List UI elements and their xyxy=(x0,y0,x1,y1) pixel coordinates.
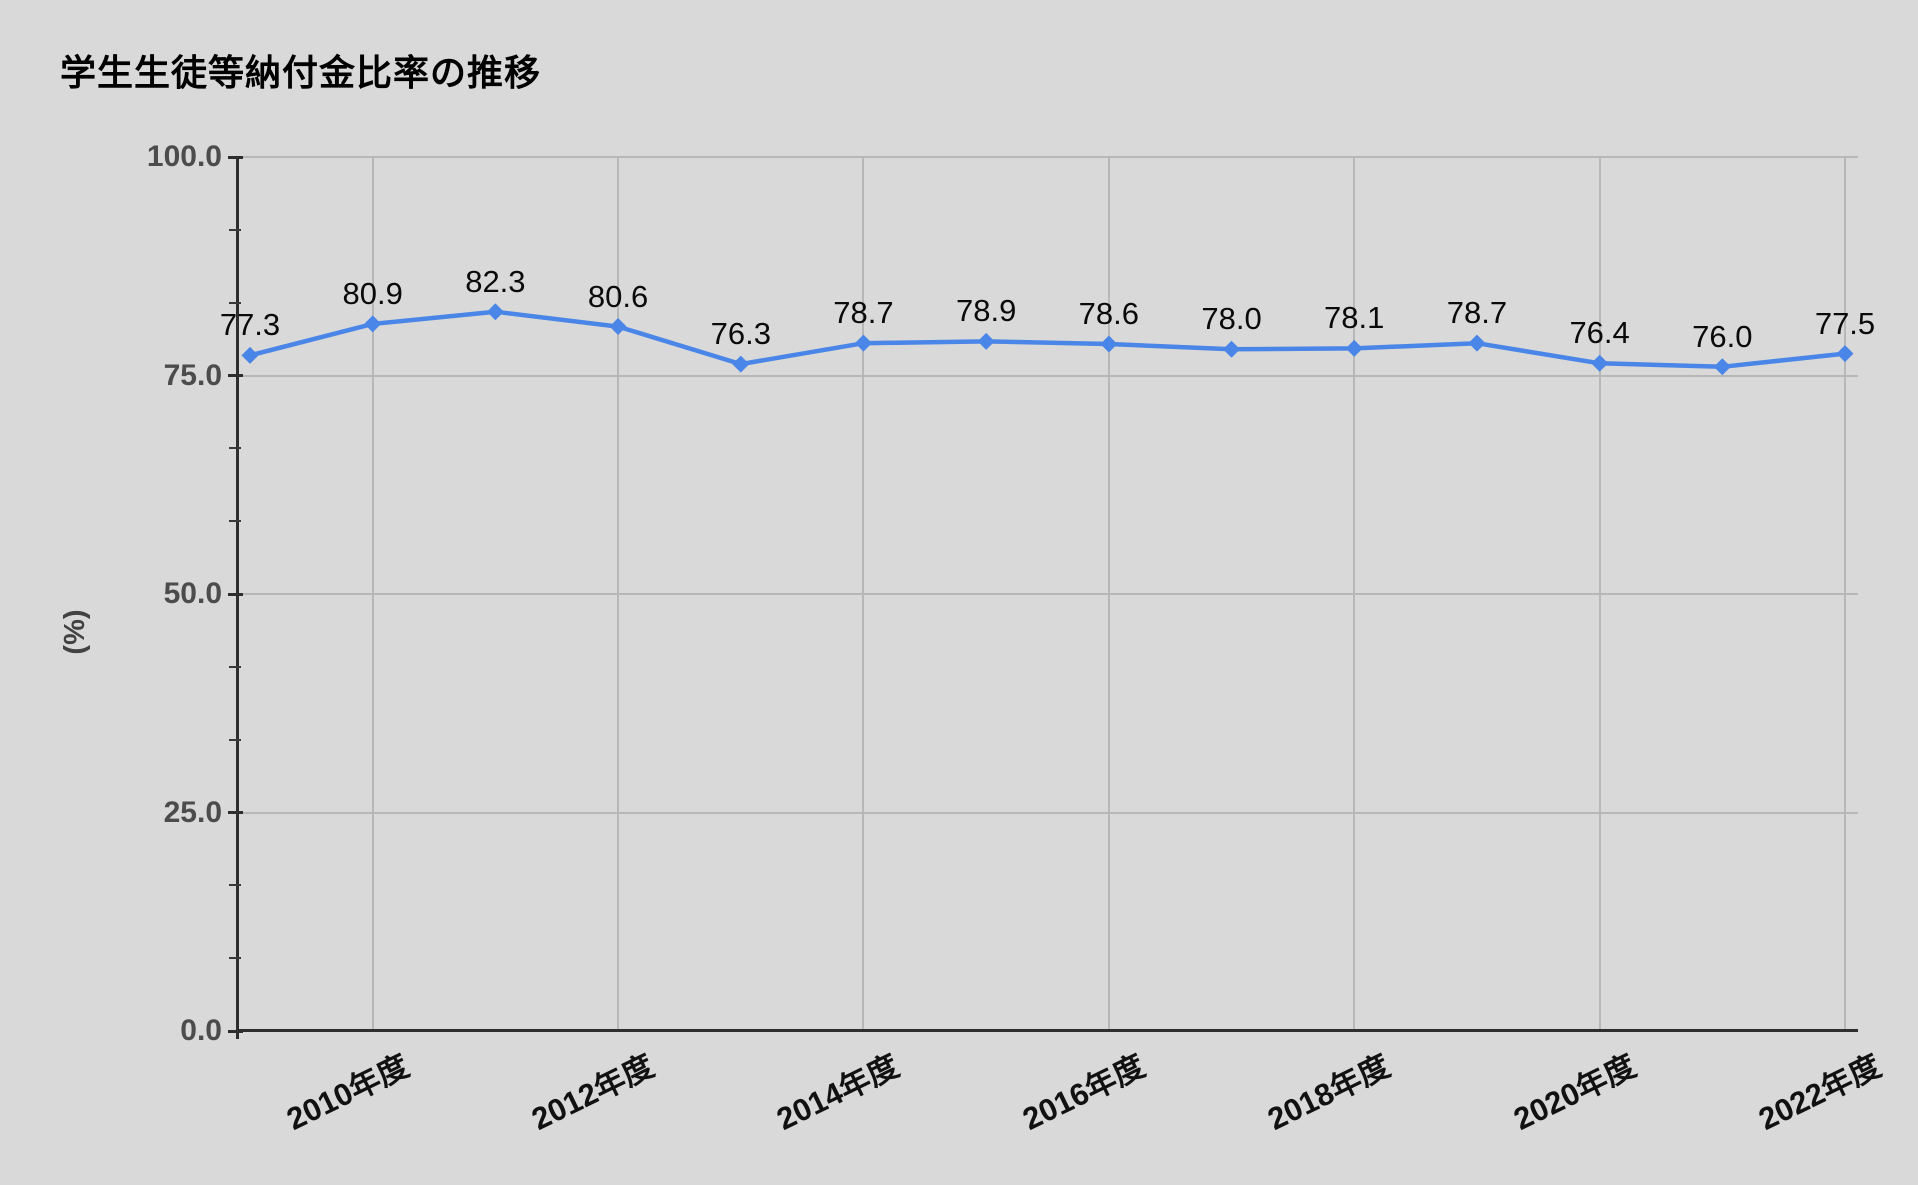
y-minor-tick xyxy=(229,301,241,304)
y-tick-25 xyxy=(228,811,243,814)
data-label-8: 78.0 xyxy=(1201,301,1262,337)
y-tick-0 xyxy=(228,1029,243,1033)
data-label-10: 78.7 xyxy=(1446,295,1508,331)
y-minor-tick xyxy=(229,447,241,450)
data-label-1: 80.9 xyxy=(342,275,403,311)
y-tick-75 xyxy=(228,374,243,377)
data-point-marker-10 xyxy=(1468,334,1486,352)
y-minor-tick xyxy=(229,520,241,523)
gridline-x-2010年度 xyxy=(371,157,374,1031)
data-point-marker-0 xyxy=(241,346,259,364)
y-minor-tick xyxy=(229,957,241,960)
data-label-6: 78.9 xyxy=(955,293,1017,329)
gridline-y-50 xyxy=(237,593,1858,595)
data-point-marker-7 xyxy=(1100,335,1118,353)
gridline-x-2014年度 xyxy=(862,157,865,1031)
y-tick-label-0: 0.0 xyxy=(180,1014,222,1047)
gridline-x-2022年度 xyxy=(1844,157,1846,1031)
y-tick-label-25: 25.0 xyxy=(163,795,222,829)
data-point-marker-2 xyxy=(486,303,504,321)
data-label-9: 78.1 xyxy=(1324,300,1385,336)
y-minor-tick xyxy=(229,738,241,741)
data-label-5: 78.7 xyxy=(833,295,894,331)
y-minor-tick xyxy=(229,228,241,231)
y-minor-tick xyxy=(229,665,241,668)
chart-title: 学生生徒等納付金比率の推移 xyxy=(60,52,542,93)
gridline-y-25 xyxy=(237,811,1858,814)
data-point-marker-6 xyxy=(977,332,995,350)
y-tick-50 xyxy=(228,592,243,596)
data-point-marker-5 xyxy=(854,334,872,352)
data-point-marker-1 xyxy=(364,315,382,333)
y-tick-label-50: 50.0 xyxy=(163,577,222,610)
data-point-marker-11 xyxy=(1591,354,1609,372)
data-label-2: 82.3 xyxy=(465,263,526,299)
gridline-x-2016年度 xyxy=(1107,157,1110,1031)
data-point-marker-4 xyxy=(732,355,750,373)
y-tick-label-100: 100.0 xyxy=(146,140,222,173)
data-label-11: 76.4 xyxy=(1569,315,1630,351)
gridline-y-75 xyxy=(237,374,1858,377)
gridline-x-2020年度 xyxy=(1598,157,1601,1031)
y-tick-label-75: 75.0 xyxy=(163,358,222,392)
data-label-0: 77.3 xyxy=(219,307,281,343)
y-axis-line xyxy=(236,157,239,1039)
data-label-7: 78.6 xyxy=(1078,296,1140,332)
gridline-x-2018年度 xyxy=(1353,157,1356,1031)
series-polyline xyxy=(247,309,1848,370)
data-point-marker-12 xyxy=(1713,358,1731,376)
y-tick-100 xyxy=(228,155,243,159)
data-point-marker-8 xyxy=(1223,340,1241,358)
data-label-4: 76.3 xyxy=(710,316,771,352)
y-minor-tick xyxy=(229,884,241,887)
data-point-marker-9 xyxy=(1345,339,1363,357)
data-label-3: 80.6 xyxy=(587,278,649,314)
data-label-12: 76.0 xyxy=(1692,318,1753,354)
data-label-13: 77.5 xyxy=(1814,305,1876,341)
x-axis-line xyxy=(237,1029,1858,1032)
gridline-x-2012年度 xyxy=(617,157,620,1031)
gridline-y-100 xyxy=(237,156,1858,158)
data-point-marker-3 xyxy=(609,318,627,336)
data-point-marker-13 xyxy=(1836,345,1854,363)
